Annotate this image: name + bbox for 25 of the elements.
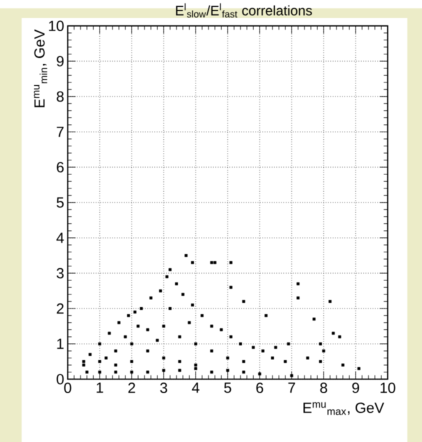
x-tick-label: 6 <box>256 382 264 394</box>
y-tick-label: 3 <box>56 268 64 278</box>
x-axis-title: E$^{mu}$$_{max}$, GeV <box>303 402 384 416</box>
y-tick-label: 2 <box>56 303 64 314</box>
x-tick-label: 8 <box>320 382 328 394</box>
y-tick-label: 0 <box>56 374 64 384</box>
x-tick-label: 2 <box>128 382 136 393</box>
x-tick-label: 1 <box>96 382 104 393</box>
y-tick-label: 4 <box>56 232 64 243</box>
y-tick-label: 10 <box>49 20 64 32</box>
y-tick-label: 7 <box>56 126 64 137</box>
x-tick-label: 9 <box>352 382 360 394</box>
y-tick-label: 6 <box>56 162 64 172</box>
y-tick-label: 9 <box>56 56 64 66</box>
y-tick-label: 1 <box>57 338 64 349</box>
x-tick-label: 4 <box>192 382 200 393</box>
chart-title: E$^{l}$$_{slow}$/E$^{l}$$_{fast}$ correlations <box>176 3 312 18</box>
x-tick-label: 0 <box>64 382 72 394</box>
x-tick-label: 10 <box>380 382 396 394</box>
y-tick-label: 5 <box>56 197 64 208</box>
x-tick-label: 7 <box>288 382 296 393</box>
y-axis-title: E$^{mu}$$_{min}$, GeV <box>34 29 48 108</box>
y-tick-label: 8 <box>56 91 64 102</box>
x-tick-label: 3 <box>160 382 168 394</box>
x-tick-label: 5 <box>224 382 232 393</box>
